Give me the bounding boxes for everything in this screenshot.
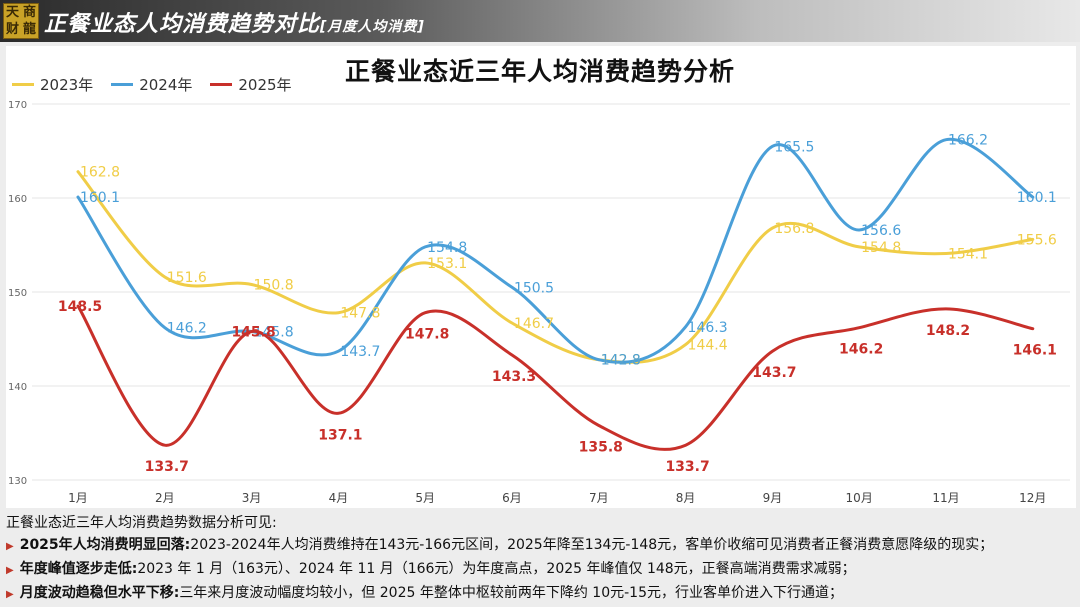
chart-legend: 2023年 2024年 2025年 — [12, 74, 292, 95]
legend-item-2024: 2024年 — [111, 74, 192, 95]
data-label: 142.8 — [601, 353, 641, 369]
page-title: 正餐业态人均消费趋势对比[月度人均消费] — [44, 6, 425, 38]
note-text: 2023-2024年人均消费维持在143元-166元区间，2025年降至134元… — [190, 537, 994, 553]
data-label: 143.7 — [752, 365, 796, 381]
note-text: 2023 年 1 月（163元）、2024 年 11 月（166元）为年度高点，… — [137, 561, 856, 577]
note-item: ▶ 月度波动趋稳但水平下移:三年来月度波动幅度均较小，但 2025 年整体中枢较前… — [6, 582, 1076, 606]
data-label: 154.8 — [861, 240, 901, 256]
bullet-icon: ▶ — [6, 565, 14, 576]
data-label: 146.7 — [514, 316, 554, 332]
header-bar: 天 商 财 龍 正餐业态人均消费趋势对比[月度人均消费] — [0, 0, 1080, 42]
data-label: 147.8 — [405, 327, 449, 343]
data-label: 156.8 — [774, 221, 814, 237]
series-2025-line — [76, 304, 1035, 451]
note-heading: 月度波动趋稳但水平下移: — [19, 585, 180, 601]
data-label: 160.1 — [1017, 190, 1057, 206]
data-label: 146.1 — [1013, 343, 1057, 359]
data-label: 133.7 — [665, 459, 709, 475]
data-label: 148.2 — [926, 323, 970, 339]
series-2023-line — [76, 170, 1035, 364]
page-subtitle: [月度人均消费] — [320, 19, 425, 35]
data-label: 165.5 — [774, 139, 814, 155]
data-label: 148.5 — [58, 299, 102, 315]
data-label: 146.2 — [839, 342, 883, 358]
line-chart: 130 140 150 160 170 1月 2月 3月 4月 5月 6月 7月 8月 9月 10月 11月 1… — [8, 100, 1070, 505]
logo-char: 龍 — [22, 22, 36, 37]
data-label: 137.1 — [318, 427, 362, 443]
logo-char: 财 — [5, 22, 19, 37]
note-item: ▶ 2025年人均消费明显回落:2023-2024年人均消费维持在143元-166… — [6, 534, 1076, 558]
data-label: 166.2 — [948, 133, 988, 149]
data-label: 144.4 — [688, 338, 728, 354]
x-tick-label: 2月 — [155, 491, 175, 505]
logo-char: 天 — [5, 5, 19, 20]
legend-swatch — [12, 83, 34, 86]
notes-intro: 正餐业态近三年人均消费趋势数据分析可见: — [6, 515, 277, 531]
legend-label: 2025年 — [238, 76, 292, 94]
legend-swatch — [111, 83, 134, 86]
x-tick-label: 1月 — [68, 491, 88, 505]
page-title-text: 正餐业态人均消费趋势对比 — [44, 12, 321, 37]
x-tick-label: 11月 — [932, 491, 959, 505]
note-text: 三年来月度波动幅度均较小，但 2025 年整体中枢较前两年下降约 10元-15元… — [179, 585, 843, 601]
data-label: 155.6 — [1017, 232, 1057, 248]
bullet-icon: ▶ — [6, 541, 14, 552]
legend-item-2025: 2025年 — [210, 74, 292, 95]
data-label: 145.8 — [254, 324, 294, 340]
legend-label: 2023年 — [40, 76, 94, 94]
note-item: ▶ 年度峰值逐步走低:2023 年 1 月（163元）、2024 年 11 月（1… — [6, 558, 1076, 582]
data-label: 133.7 — [145, 459, 189, 475]
note-heading: 2025年人均消费明显回落: — [19, 537, 191, 553]
x-tick-label: 9月 — [763, 491, 783, 505]
data-label: 154.1 — [948, 246, 988, 262]
x-tick-label: 12月 — [1019, 491, 1046, 505]
bullet-icon: ▶ — [6, 589, 14, 600]
y-tick-label: 170 — [8, 100, 27, 111]
data-label: 143.7 — [340, 344, 380, 360]
legend-label: 2024年 — [139, 76, 193, 94]
x-tick-label: 4月 — [329, 491, 349, 505]
data-label: 156.6 — [861, 223, 901, 239]
x-tick-label: 7月 — [589, 491, 609, 505]
data-label: 154.8 — [427, 240, 467, 256]
note-heading: 年度峰值逐步走低: — [19, 561, 138, 577]
data-label: 150.8 — [254, 277, 294, 293]
y-tick-label: 140 — [8, 382, 27, 393]
logo-char: 商 — [22, 5, 36, 20]
series-2024-line — [76, 138, 1035, 364]
x-tick-label: 10月 — [846, 491, 873, 505]
data-label: 142.8 — [601, 353, 641, 369]
y-tick-label: 160 — [8, 194, 27, 205]
data-label: 146.2 — [167, 321, 207, 337]
legend-item-2023: 2023年 — [12, 74, 93, 95]
data-label: 147.8 — [340, 306, 380, 322]
y-tick-label: 150 — [8, 288, 27, 299]
x-tick-label: 8月 — [676, 491, 696, 505]
x-tick-label: 5月 — [415, 491, 435, 505]
data-label: 135.8 — [579, 439, 623, 455]
data-label: 153.1 — [427, 256, 467, 272]
chart-title: 正餐业态近三年人均消费趋势分析 — [344, 57, 735, 86]
data-label: 146.3 — [688, 320, 728, 336]
legend-swatch — [210, 83, 233, 86]
analysis-notes: 正餐业态近三年人均消费趋势数据分析可见: ▶ 2025年人均消费明显回落:2023… — [6, 512, 1076, 606]
x-tick-label: 6月 — [502, 491, 522, 505]
y-tick-label: 130 — [8, 476, 27, 487]
x-tick-label: 3月 — [242, 491, 262, 505]
data-label: 151.6 — [167, 270, 207, 286]
data-label: 143.3 — [492, 369, 536, 385]
data-label: 160.1 — [80, 190, 120, 206]
data-label: 162.8 — [80, 165, 120, 181]
data-label: 150.5 — [514, 280, 554, 296]
logo: 天 商 财 龍 — [3, 3, 39, 39]
data-label: 145.8 — [231, 324, 275, 340]
